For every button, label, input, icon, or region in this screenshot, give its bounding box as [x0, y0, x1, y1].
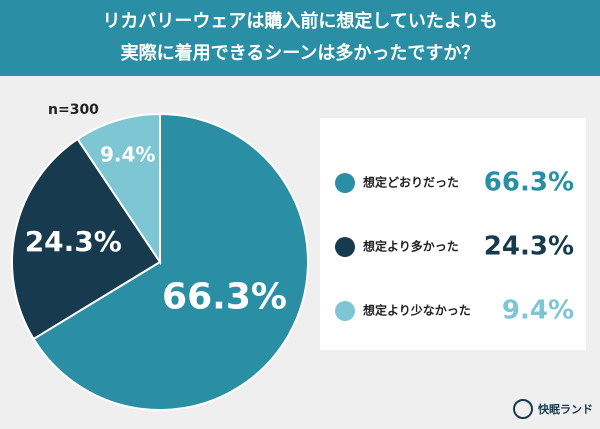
logo-icon [513, 399, 533, 419]
pie-slice [76, 112, 161, 266]
legend-swatch [335, 173, 355, 193]
legend-value: 9.4% [502, 296, 574, 326]
legend-value: 66.3% [484, 168, 574, 198]
pie-slice [11, 137, 162, 341]
chart-title: 実際に着用できるシーンは多かったですか？ [121, 42, 480, 64]
legend-swatch [335, 237, 355, 257]
header [0, 0, 600, 76]
legend-box [320, 118, 586, 350]
legend-label: 想定どおりだった [362, 175, 459, 190]
legend-swatch [335, 301, 355, 321]
chart-title: リカバリーウェアは購入前に想定していたよりも [102, 10, 497, 32]
slice-label: 9.4% [100, 142, 155, 166]
legend-label: 想定より多かった [362, 239, 459, 254]
slice-label: 24.3% [25, 225, 122, 258]
legend-label: 想定より少なかった [362, 303, 471, 318]
legend-value: 24.3% [484, 232, 574, 262]
slice-label: 66.3% [162, 276, 287, 317]
sample-size: n=300 [48, 102, 99, 118]
pie-slice [32, 112, 309, 411]
logo: 快眠ランド [537, 402, 593, 416]
